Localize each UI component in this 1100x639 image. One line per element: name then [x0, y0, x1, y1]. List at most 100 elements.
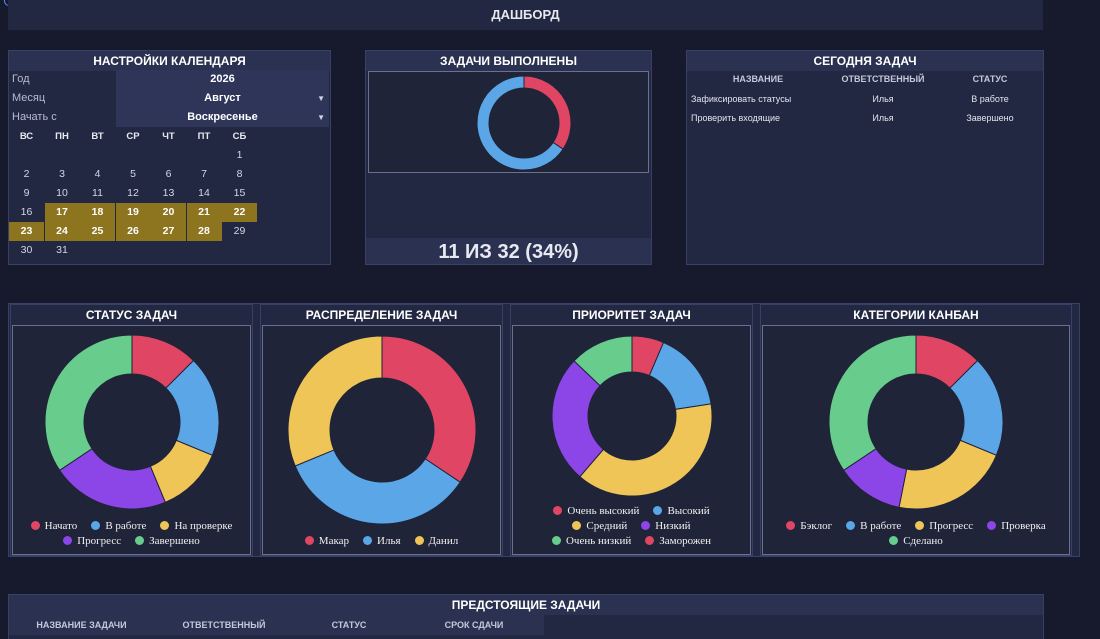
- calendar-day[interactable]: 21: [186, 203, 222, 222]
- month-select[interactable]: Август ▼: [116, 89, 329, 108]
- calendar-day[interactable]: 14: [198, 187, 210, 199]
- chart-slice[interactable]: [294, 449, 461, 525]
- legend-item[interactable]: В работе: [91, 520, 146, 532]
- chart-slice[interactable]: [573, 335, 633, 387]
- start-day-row: Начать с Воскресенье ▼: [9, 108, 330, 127]
- task-name-cell: Зафиксировать статусы: [691, 93, 792, 104]
- upcoming-tasks-table: НАЗВАНИЕ ЗАДАЧИ ОТВЕТСТВЕННЫЙ СТАТУС СРО…: [9, 615, 544, 635]
- legend-item[interactable]: В работе: [846, 520, 901, 532]
- legend-swatch: [160, 521, 170, 530]
- chart-slice[interactable]: [44, 334, 133, 472]
- calendar-day[interactable]: 10: [56, 187, 68, 199]
- calendar-day[interactable]: 3: [59, 168, 65, 180]
- chevron-down-icon[interactable]: ▼: [317, 113, 325, 122]
- legend-label: На проверке: [174, 520, 233, 532]
- calendar-day[interactable]: 1: [236, 149, 243, 161]
- legend-item[interactable]: Низкий: [641, 520, 691, 532]
- legend-item[interactable]: На проверке: [160, 520, 232, 532]
- legend-item[interactable]: Начато: [30, 520, 77, 532]
- weekday-header: ПТ: [197, 131, 211, 142]
- calendar-day[interactable]: 12: [127, 187, 139, 199]
- legend-item[interactable]: Средний: [572, 520, 627, 532]
- column-header-assignee: ОТВЕТСТВЕННЫЙ: [841, 74, 925, 84]
- calendar-day[interactable]: 6: [165, 168, 172, 180]
- table-row[interactable]: Зафиксировать статусы Илья В работе: [688, 89, 1042, 108]
- calendar-day[interactable]: 22: [222, 203, 257, 222]
- calendar-day[interactable]: 24: [44, 222, 80, 241]
- calendar-day[interactable]: 31: [56, 244, 68, 256]
- legend-item[interactable]: Прогресс: [915, 520, 973, 532]
- calendar-day[interactable]: 30: [20, 244, 33, 256]
- legend-swatch: [987, 521, 997, 530]
- chart-legend-row: Начато В работе На проверке: [10, 520, 253, 532]
- legend-item[interactable]: Данил: [414, 535, 458, 547]
- tasks-done-title: ЗАДАЧИ ВЫПОЛНЕНЫ: [366, 51, 651, 71]
- month-select-value: Август: [204, 92, 241, 104]
- tasks-done-slice[interactable]: [523, 75, 572, 150]
- legend-swatch: [414, 536, 424, 545]
- calendar-day[interactable]: 29: [233, 225, 246, 237]
- chart-slice[interactable]: [381, 335, 477, 483]
- upcoming-tasks-panel: ПРЕДСТОЯЩИЕ ЗАДАЧИ НАЗВАНИЕ ЗАДАЧИ ОТВЕТ…: [8, 594, 1044, 639]
- calendar-day[interactable]: 25: [80, 222, 115, 241]
- year-input[interactable]: 2026: [116, 70, 329, 89]
- calendar-day[interactable]: 5: [130, 168, 136, 180]
- calendar-day[interactable]: 28: [186, 222, 222, 241]
- calendar-day[interactable]: 16: [20, 206, 33, 218]
- chart-slice[interactable]: [828, 334, 917, 472]
- calendar-day[interactable]: 11: [92, 187, 103, 199]
- legend-swatch: [91, 521, 101, 530]
- calendar-day[interactable]: 23: [9, 222, 44, 241]
- calendar-day[interactable]: 13: [162, 187, 175, 199]
- year-label: Год: [12, 73, 30, 85]
- calendar-settings-panel: НАСТРОЙКИ КАЛЕНДАРЯ Год 2026 Месяц Авгус…: [8, 50, 331, 265]
- legend-item[interactable]: Бэклог: [786, 520, 832, 532]
- start-day-label: Начать с: [12, 111, 57, 123]
- year-row: Год 2026: [9, 70, 330, 89]
- legend-item[interactable]: Очень высокий: [553, 505, 639, 517]
- task-name-cell: Проверить входящие: [691, 112, 781, 123]
- chart-slice[interactable]: [898, 439, 998, 510]
- chart-title: ПРИОРИТЕТ ЗАДАЧ: [511, 305, 752, 325]
- chart-title: РАСПРЕДЕЛЕНИЕ ЗАДАЧ: [261, 305, 502, 325]
- calendar-day[interactable]: 20: [151, 203, 186, 222]
- chart-slice[interactable]: [579, 403, 713, 497]
- table-row[interactable]: Проверить входящие Илья Завершено: [688, 108, 1042, 127]
- calendar-day[interactable]: 15: [233, 187, 246, 199]
- chevron-down-icon[interactable]: ▼: [317, 94, 325, 103]
- chart-slice[interactable]: [551, 360, 605, 478]
- legend-item[interactable]: Высокий: [653, 505, 710, 517]
- start-day-select[interactable]: Воскресенье ▼: [116, 108, 329, 127]
- legend-item[interactable]: Сделано: [889, 535, 943, 547]
- legend-label: В работе: [105, 520, 147, 532]
- task-status-cell: Завершено: [966, 112, 1014, 123]
- legend-swatch: [889, 536, 899, 545]
- calendar-day[interactable]: 19: [115, 203, 151, 222]
- legend-swatch: [786, 521, 796, 530]
- legend-item[interactable]: Очень низкий: [551, 535, 631, 547]
- weekday-header: СБ: [232, 131, 247, 142]
- legend-item[interactable]: Илья: [363, 535, 401, 547]
- donut-chart: [551, 335, 713, 497]
- legend-label: Низкий: [655, 520, 691, 532]
- legend-item[interactable]: Завершено: [135, 535, 200, 547]
- calendar-day[interactable]: 18: [80, 203, 115, 222]
- calendar-day[interactable]: 9: [23, 187, 30, 199]
- legend-swatch: [641, 521, 651, 530]
- legend-swatch: [653, 506, 663, 515]
- calendar-day[interactable]: 7: [201, 168, 207, 180]
- column-header-assignee: ОТВЕТСТВЕННЫЙ: [182, 620, 266, 630]
- calendar-day[interactable]: 4: [94, 168, 101, 180]
- calendar-day[interactable]: 2: [23, 168, 30, 180]
- calendar-day[interactable]: 17: [44, 203, 80, 222]
- legend-item[interactable]: Прогресс: [63, 535, 121, 547]
- calendar-day[interactable]: 26: [115, 222, 151, 241]
- calendar-day[interactable]: 27: [151, 222, 186, 241]
- tasks-done-slice[interactable]: [476, 75, 564, 171]
- legend-item[interactable]: Проверка: [987, 520, 1046, 532]
- legend-item[interactable]: Макар: [304, 535, 350, 547]
- chart-slice[interactable]: [287, 335, 383, 467]
- legend-label: Макар: [318, 535, 350, 547]
- legend-item[interactable]: Заморожен: [645, 535, 711, 547]
- calendar-day[interactable]: 8: [236, 168, 243, 180]
